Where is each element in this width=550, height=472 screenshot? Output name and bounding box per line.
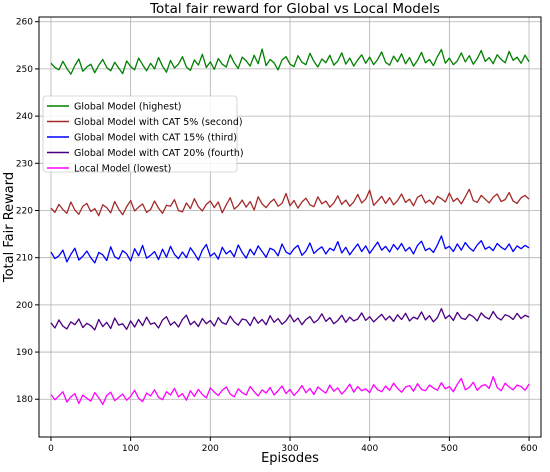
x-tick-label: 100: [122, 444, 139, 454]
x-tick-label: 500: [441, 444, 458, 454]
y-tick-label: 190: [16, 348, 33, 358]
x-tick-label: 200: [202, 444, 219, 454]
grid: [39, 17, 541, 437]
y-tick-label: 210: [16, 254, 33, 264]
x-tick-label: 300: [281, 444, 298, 454]
y-tick-label: 180: [16, 395, 33, 405]
y-tick-label: 260: [16, 18, 33, 28]
legend-box: [42, 95, 238, 173]
legend-label: Global Model with CAT 15% (third): [74, 133, 237, 144]
series-line-1: [50, 48, 530, 75]
y-tick-label: 220: [16, 206, 33, 216]
y-tick-label: 230: [16, 159, 33, 169]
y-tick-label: 240: [16, 112, 33, 122]
x-tick-label: 400: [361, 444, 378, 454]
y-axis-ticks: 180 190 200 210 220 230 240 250 260: [16, 18, 39, 405]
legend-label: Local Model (lowest): [74, 164, 171, 175]
x-axis-label: Episodes: [261, 451, 319, 466]
x-tick-label: 0: [48, 444, 54, 454]
y-axis-label: Total Fair Reward: [2, 172, 17, 283]
legend-label: Global Model (highest): [74, 102, 182, 113]
legend: Global Model (highest) Global Model with …: [42, 95, 244, 175]
series-line-5: [50, 375, 530, 406]
series-lines: [50, 48, 530, 406]
legend-label: Global Model with CAT 5% (second): [74, 117, 243, 128]
y-tick-label: 250: [16, 65, 33, 75]
series-line-3: [50, 235, 530, 264]
x-axis-ticks: 0 100 200 300 400 500 600: [48, 437, 538, 454]
x-tick-label: 600: [520, 444, 537, 454]
y-tick-label: 200: [16, 301, 33, 311]
legend-label: Global Model with CAT 20% (fourth): [74, 148, 244, 159]
series-line-4: [50, 307, 530, 331]
legend-items: Global Model (highest) Global Model with …: [47, 102, 244, 175]
series-line-2: [50, 188, 530, 217]
chart-title: Total fair reward for Global vs Local Mo…: [149, 1, 440, 17]
